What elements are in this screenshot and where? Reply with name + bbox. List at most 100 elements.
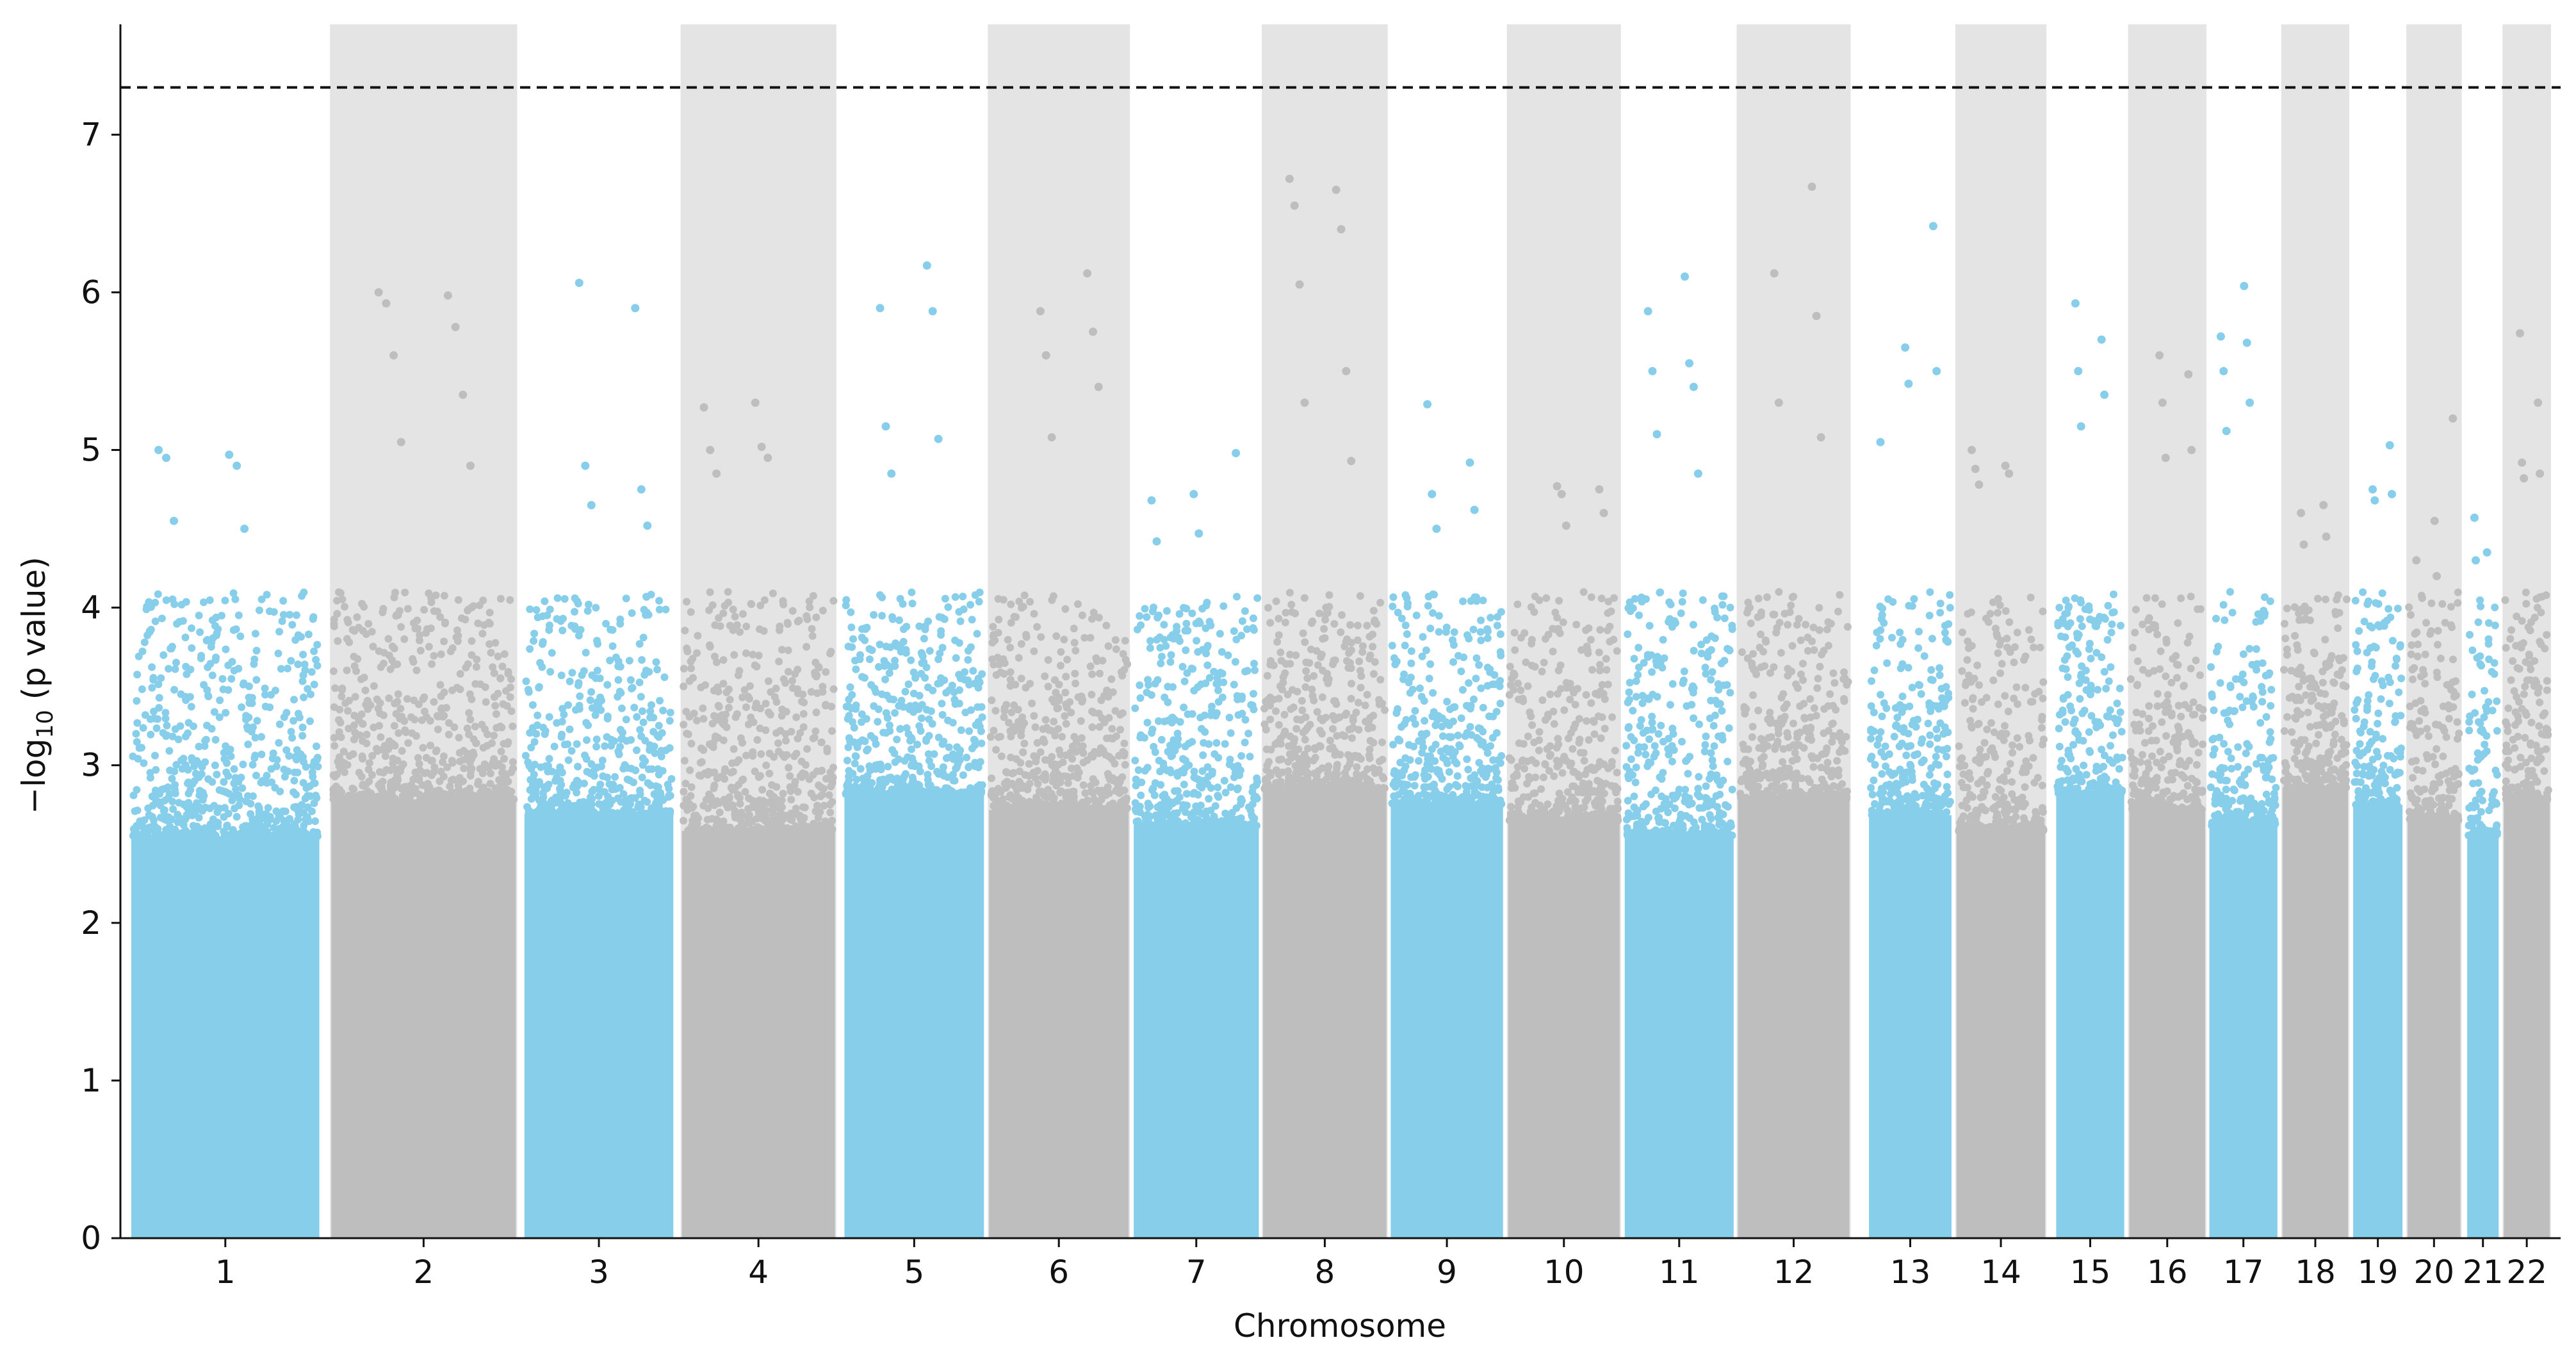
point — [455, 733, 463, 742]
point — [449, 775, 457, 783]
point — [182, 598, 190, 606]
point — [169, 805, 177, 813]
point — [415, 760, 423, 768]
point — [1558, 769, 1567, 777]
point — [1483, 801, 1491, 809]
point — [290, 776, 298, 785]
point — [626, 776, 634, 785]
point — [350, 653, 358, 660]
point — [1535, 596, 1544, 605]
point — [1225, 714, 1234, 722]
point — [504, 667, 512, 676]
point — [829, 685, 838, 693]
point — [553, 615, 561, 623]
point — [1314, 661, 1322, 669]
point — [1443, 698, 1451, 706]
point — [957, 726, 965, 734]
point — [1164, 797, 1173, 806]
point — [230, 666, 238, 674]
point — [1331, 697, 1339, 705]
point — [487, 649, 495, 657]
point — [865, 655, 874, 664]
point — [1318, 716, 1326, 724]
point — [333, 770, 341, 778]
point — [963, 790, 970, 798]
point — [852, 775, 861, 783]
point — [648, 765, 656, 773]
point — [200, 598, 208, 607]
point — [908, 745, 915, 753]
point — [1443, 759, 1451, 767]
point — [1019, 748, 1027, 756]
point — [1540, 773, 1547, 781]
point — [858, 718, 865, 726]
point — [925, 732, 933, 740]
point — [348, 626, 357, 634]
point — [1033, 739, 1041, 747]
point — [580, 780, 588, 788]
point — [1182, 646, 1190, 655]
point — [823, 744, 831, 753]
point — [1326, 737, 1334, 745]
point — [1214, 783, 1222, 792]
point — [1431, 721, 1440, 730]
point — [252, 646, 261, 655]
point — [621, 761, 629, 769]
point — [546, 605, 554, 614]
point — [787, 796, 795, 804]
point — [842, 596, 851, 604]
point — [666, 708, 674, 717]
point — [681, 780, 690, 788]
point — [228, 796, 236, 805]
point — [506, 693, 514, 701]
point — [422, 629, 430, 637]
point — [1037, 633, 1045, 641]
point — [330, 742, 339, 750]
point — [739, 610, 747, 618]
point — [550, 742, 558, 751]
point — [655, 721, 663, 730]
point — [969, 667, 977, 675]
point — [762, 806, 770, 815]
point — [812, 613, 820, 621]
point — [210, 708, 218, 716]
point — [1613, 647, 1621, 655]
point — [1580, 756, 1588, 765]
point — [1117, 798, 1125, 806]
point — [1496, 630, 1504, 638]
point — [159, 806, 168, 815]
point — [1418, 652, 1426, 660]
point — [275, 720, 284, 728]
point — [207, 642, 215, 651]
point — [389, 740, 397, 748]
point — [268, 755, 277, 762]
point — [216, 696, 224, 705]
point — [175, 799, 183, 807]
point — [639, 718, 648, 726]
point — [172, 832, 180, 840]
point — [596, 674, 604, 682]
point — [445, 719, 453, 727]
point — [293, 769, 302, 776]
point — [1143, 719, 1152, 727]
point — [1347, 694, 1355, 703]
point — [878, 690, 886, 698]
point — [699, 704, 707, 712]
point — [450, 793, 458, 801]
point — [539, 640, 546, 648]
point — [622, 594, 630, 603]
point — [314, 762, 322, 771]
point — [687, 739, 696, 748]
point — [350, 721, 358, 730]
point — [158, 614, 166, 623]
point — [1192, 802, 1200, 810]
point — [418, 781, 427, 789]
point — [1604, 764, 1613, 772]
point — [164, 783, 172, 791]
point — [1004, 635, 1012, 644]
point — [336, 705, 344, 714]
point — [545, 755, 553, 763]
point — [1148, 729, 1156, 737]
point — [1412, 611, 1421, 619]
point — [1102, 621, 1111, 630]
